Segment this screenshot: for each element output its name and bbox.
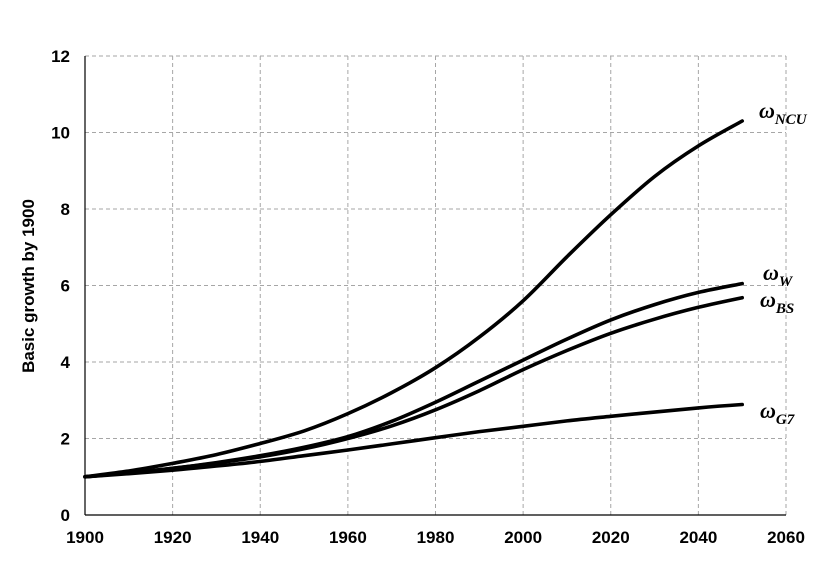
y-tick-labels: 0 2 4 6 8 10 12	[51, 47, 70, 525]
y-axis-label: Basic growth by 1900	[19, 199, 38, 373]
x-tick-labels: 1900 1920 1940 1960 1980 2000 2020 2040 2060	[66, 528, 805, 547]
series-line-ncu	[83, 119, 744, 479]
series-lines	[83, 119, 744, 479]
x-tick-label: 1980	[417, 528, 455, 547]
y-tick-label: 0	[61, 506, 70, 525]
x-tick-label: 2020	[592, 528, 630, 547]
x-tick-label: 2040	[679, 528, 717, 547]
series-label-g7: ωG7	[760, 398, 795, 428]
series-label-ncu: ωNCU	[759, 98, 808, 128]
axes	[84, 56, 786, 516]
y-tick-label: 6	[61, 277, 70, 296]
x-tick-label: 1960	[329, 528, 367, 547]
y-tick-label: 4	[61, 353, 71, 372]
x-tick-label: 2060	[767, 528, 805, 547]
series-line-bs	[83, 295, 744, 479]
y-tick-label: 8	[61, 200, 70, 219]
y-tick-label: 12	[51, 47, 70, 66]
x-tick-label: 1900	[66, 528, 104, 547]
y-tick-label: 2	[61, 430, 70, 449]
series-label-bs: ωBS	[760, 287, 794, 317]
x-tick-label: 1940	[241, 528, 279, 547]
y-tick-label: 10	[51, 124, 70, 143]
x-tick-label: 2000	[504, 528, 542, 547]
series-line-g7	[83, 402, 744, 479]
x-tick-label: 1920	[154, 528, 192, 547]
series-label-w: ωW	[763, 260, 794, 290]
grid	[85, 55, 787, 515]
